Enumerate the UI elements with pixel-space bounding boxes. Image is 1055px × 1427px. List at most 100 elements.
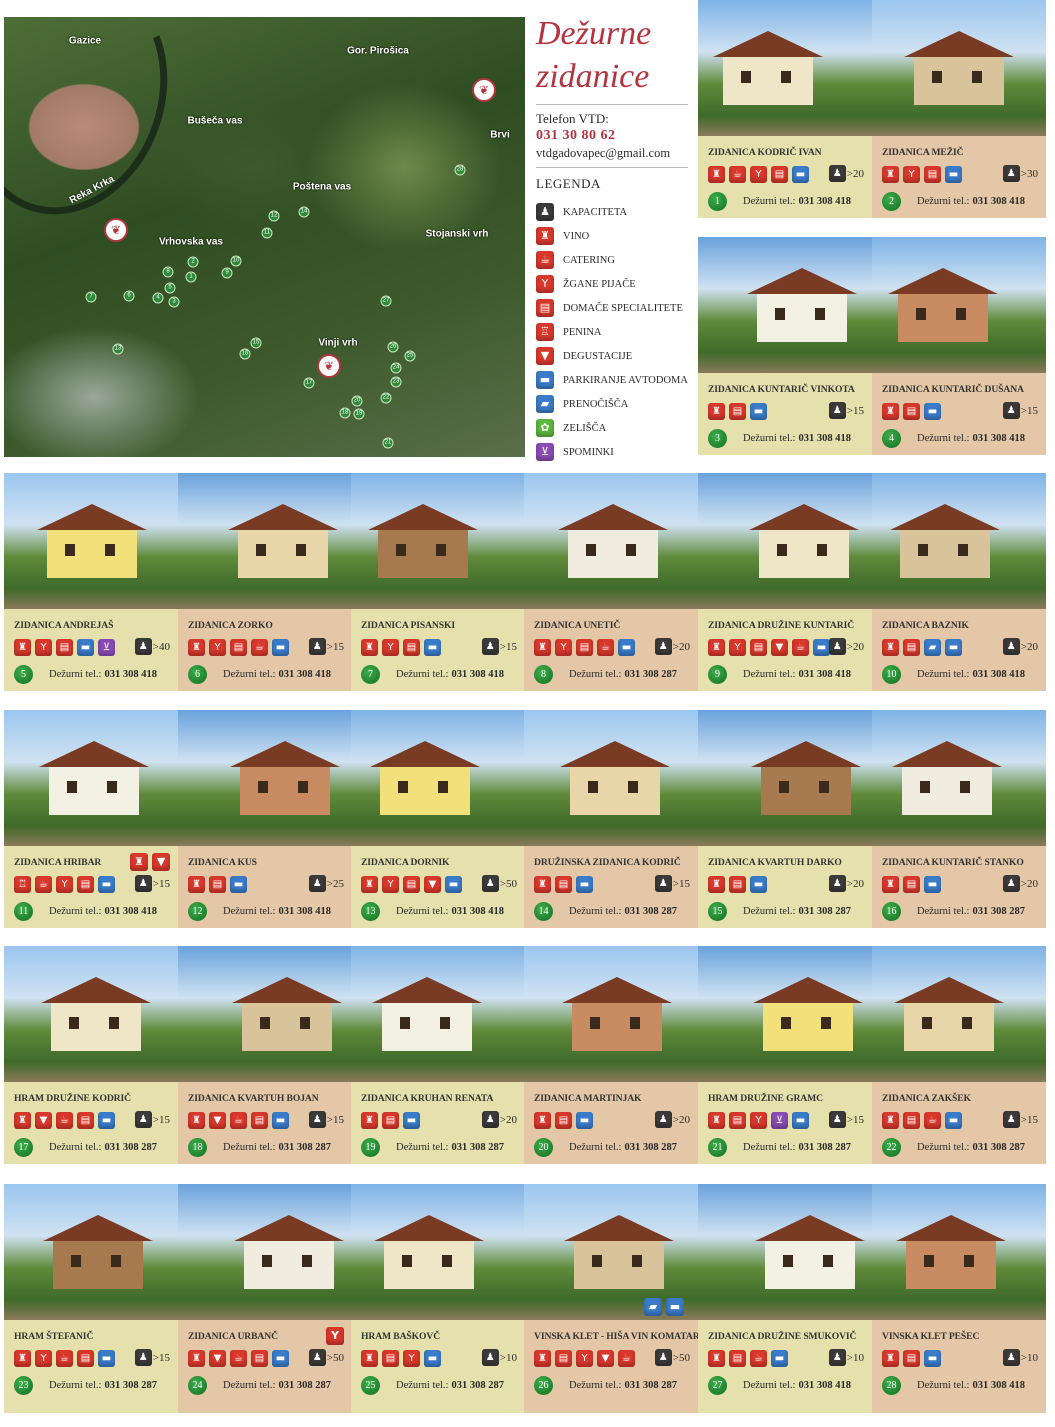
map-marker[interactable]: 22 [380,392,392,404]
map-marker[interactable]: 17 [303,377,315,389]
zidanica-card[interactable]: HRAM DRUŽINE KODRIČ ♜ ▼ ☕ ▤ ▬ ♟ >15 17 Dežurni te… [4,946,178,1164]
map-marker[interactable]: 6 [123,290,135,302]
zidanica-card[interactable]: ZIDANICA KVARTUH DARKO ♜ ▤ ▬ ♟ >20 15 Dežurni t… [698,710,872,928]
zidanica-card[interactable]: ZIDANICA HRIBAR ♜ ▼ ♖ ☕ Y ▤ ▬ ♟ >15 11 Dežurni tel.… [4,710,178,928]
zidanica-card[interactable]: ZIDANICA KUNTARIČ STANKO ♜ ▤ ▬ ♟ >20 16 Dežurni… [872,710,1046,928]
map-marker[interactable]: 13 [112,343,124,355]
duty-phone[interactable]: 031 308 418 [278,906,331,917]
map-marker[interactable]: 20 [351,395,363,407]
duty-phone[interactable]: 031 308 418 [972,1380,1025,1391]
house-illustration [747,268,857,342]
home-food-icon: ▤ [382,1349,399,1367]
map-marker[interactable]: 8 [162,266,174,278]
zidanica-card[interactable]: ZIDANICA MEŽIČ ♜ Y ▤ ▬ ♟ >30 2 Dežurni tel.: 031 … [872,0,1046,218]
zidanica-card[interactable]: HRAM ŠTEFANIČ ♜ Y ☕ ▤ ▬ ♟ >15 23 Dežurni tel.: 031… [4,1184,178,1413]
camper-van-icon: ▬ [618,638,635,656]
zidanica-card[interactable]: ZIDANICA KRUHAN RENATA ♜ ▤ ▬ ♟ >20 19 Dežurni t… [351,946,525,1164]
map-marker[interactable]: 5 [164,282,176,294]
map-marker[interactable]: 4 [152,292,164,304]
zidanica-card[interactable]: ZIDANICA KODRIČ IVAN ♜ ☕ Y ▤ ▬ ♟ >20 1 Dežurni te… [698,0,872,218]
zidanica-card[interactable]: ZIDANICA BAZNIK ♜ ▤ ▰ ▬ ♟ >20 10 Dežurni tel.: 03… [872,473,1046,691]
map-marker[interactable]: 28 [454,164,466,176]
duty-phone[interactable]: 031 308 418 [798,433,851,444]
zidanica-card[interactable]: ▰ ▬ VINSKA KLET - HIŠA VIN KOMATAR ♜ ▤ Y ▼ ☕ ♟ >5… [524,1184,700,1413]
duty-phone[interactable]: 031 308 287 [972,906,1025,917]
duty-phone[interactable]: 031 308 418 [972,669,1025,680]
zidanica-card[interactable]: HRAM BAŠKOVČ ♜ ▤ Y ▬ ♟ >10 25 Dežurni tel.: 031 3… [351,1184,525,1413]
camper-van-icon: ▬ [945,1111,962,1129]
wine-bottle-icon: ♜ [882,638,899,656]
zidanica-card[interactable]: ZIDANICA DORNIK ♜ Y ▤ ▼ ▬ ♟ >50 13 Dežurni tel.: 0… [351,710,525,928]
map-marker[interactable]: 11 [261,227,273,239]
zidanica-card[interactable]: ZIDANICA ZAKŠEK ♜ ▤ ☕ ▬ ♟ >15 22 Dežurni tel.: 03… [872,946,1046,1164]
duty-phone[interactable]: 031 308 287 [278,1380,331,1391]
legend-item: ⊻ SPOMINKI [536,440,688,464]
zidanica-card[interactable]: ZIDANICA KUS ♜ ▤ ▬ ♟ >25 12 Dežurni tel.: 031 30… [178,710,352,928]
duty-phone[interactable]: 031 308 418 [798,1380,851,1391]
email-link[interactable]: vtdgadovapec@gmail.com [536,146,671,160]
souvenir-basket-icon: ⊻ [536,443,554,461]
zidanica-card[interactable]: ZIDANICA KUNTARIČ VINKOTA ♜ ▤ ▬ ♟ >15 3 Dežurni… [698,237,872,455]
amenity-icons: ♜ ▼ ☕ ▤ ▬ ♟ >50 [188,1349,352,1367]
map-marker[interactable]: 2 [187,256,199,268]
capacity: ♟ >15 [134,1349,170,1366]
duty-phone[interactable]: 031 308 287 [624,1380,677,1391]
map-marker[interactable]: 3 [168,296,180,308]
wine-bottle-icon: ♜ [708,638,725,656]
zidanica-card[interactable]: ZIDANICA ZORKO ♜ Y ▤ ☕ ▬ ♟ >15 6 Dežurni tel.: 031… [178,473,352,691]
duty-phone[interactable]: 031 308 287 [798,906,851,917]
duty-phone[interactable]: 031 308 418 [972,196,1025,207]
duty-phone[interactable]: 031 308 287 [798,1142,851,1153]
map-marker[interactable]: 7 [85,291,97,303]
map-marker[interactable]: 26 [387,341,399,353]
duty-phone[interactable]: 031 308 287 [451,1142,504,1153]
zidanica-card[interactable]: ZIDANICA KVARTUH BOJAN ♜ ▼ ☕ ▤ ▬ ♟ >15 18 Dežurni… [178,946,352,1164]
map-marker[interactable]: 19 [353,408,365,420]
zidanica-card[interactable]: ZIDANICA DRUŽINE SMUKOVIČ ♜ ▤ ☕ ▬ ♟ >10 27 Dežur… [698,1184,872,1413]
zidanica-photo [698,1184,872,1320]
duty-phone[interactable]: 031 308 418 [451,906,504,917]
amenity-icons: ♜ Y ▤ ▬ ♟ >30 [882,165,1046,183]
duty-phone[interactable]: 031 308 418 [798,669,851,680]
zidanica-card[interactable]: ZIDANICA DRUŽINE KUNTARIČ ♜ Y ▤ ▼ ☕ ▬ ♟ >20 9 Dežu… [698,473,872,691]
zidanica-card[interactable]: DRUŽINSKA ZIDANICA KODRIČ ♜ ▤ ▬ ♟ >15 14 Dežurn… [524,710,698,928]
zidanica-card[interactable]: HRAM DRUŽINE GRAMC ♜ ▤ Y ⊻ ▬ ♟ >15 21 Dežurni tel… [698,946,872,1164]
map-marker[interactable]: 25 [404,350,416,362]
duty-phone[interactable]: 031 308 287 [104,1380,157,1391]
duty-phone[interactable]: 031 308 287 [624,669,677,680]
duty-phone[interactable]: 031 308 287 [278,1142,331,1153]
zidanica-card[interactable]: ZIDANICA UNETIČ ♜ Y ▤ ☕ ▬ ♟ >20 8 Dežurni tel.: 03… [524,473,698,691]
duty-phone[interactable]: 031 308 418 [104,906,157,917]
zidanica-card[interactable]: ZIDANICA PISANSKI ♜ Y ▤ ▬ ♟ >15 7 Dežurni tel.: 0… [351,473,525,691]
duty-phone[interactable]: 031 308 287 [624,906,677,917]
zidanica-card[interactable]: VINSKA KLET PEŠEC ♜ ▤ ▬ ♟ >10 28 Dežurni tel.: 0… [872,1184,1046,1413]
capacity: ♟ >20 [828,875,864,892]
map-marker[interactable]: 12 [268,210,280,222]
duty-phone[interactable]: 031 308 418 [798,196,851,207]
home-food-icon: ▤ [750,638,767,656]
zidanica-card[interactable]: ZIDANICA MARTINJAK ♜ ▤ ▬ ♟ >20 20 Dežurni tel.:… [524,946,698,1164]
map-marker[interactable]: 23 [390,376,402,388]
duty-phone[interactable]: 031 308 418 [972,433,1025,444]
map-marker[interactable]: 1 [185,271,197,283]
map-marker[interactable]: 24 [390,362,402,374]
map-marker[interactable]: 18 [339,407,351,419]
map-marker[interactable]: 9 [221,267,233,279]
map-marker[interactable]: 27 [380,295,392,307]
duty-phone[interactable]: 031 308 418 [278,669,331,680]
zidanica-card[interactable]: ZIDANICA ANDREJAŠ ♜ Y ▤ ▬ ⊻ ♟ >40 5 Dežurni tel.:… [4,473,178,691]
duty-phone[interactable]: 031 308 287 [972,1142,1025,1153]
map-marker[interactable]: 14 [298,206,310,218]
duty-phone[interactable]: 031 308 418 [104,669,157,680]
duty-phone[interactable]: 031 308 287 [104,1142,157,1153]
map-marker[interactable]: 16 [239,348,251,360]
cocktail-glass-icon: Y [35,638,52,656]
zidanica-card[interactable]: ZIDANICA URBANČ Y ♜ ▼ ☕ ▤ ▬ ♟ >50 24 Dežurni tel.:… [178,1184,352,1413]
map-marker[interactable]: 15 [250,337,262,349]
duty-phone[interactable]: 031 308 287 [451,1380,504,1391]
zidanica-card[interactable]: ZIDANICA KUNTARIČ DUŠANA ♜ ▤ ▬ ♟ >15 4 Dežurni … [872,237,1046,455]
map-marker[interactable]: 10 [230,255,242,267]
duty-phone[interactable]: 031 308 287 [624,1142,677,1153]
duty-phone[interactable]: 031 308 418 [451,669,504,680]
map-marker[interactable]: 21 [382,437,394,449]
